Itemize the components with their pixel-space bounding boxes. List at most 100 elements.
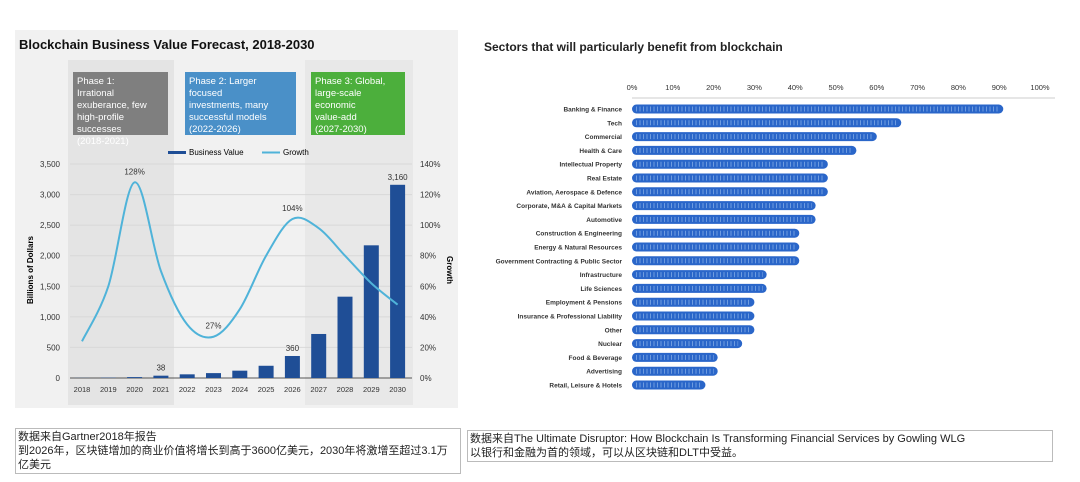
phase-1-label: exuberance, few bbox=[77, 100, 147, 111]
bar-2021 bbox=[153, 375, 169, 378]
bar-2023 bbox=[206, 373, 221, 378]
x-tick-label: 2030 bbox=[389, 385, 406, 394]
x-tick-label: 60% bbox=[869, 83, 884, 92]
x-tick-label: 10% bbox=[665, 83, 680, 92]
x-tick-label: 0% bbox=[627, 83, 638, 92]
x-tick-label: 100% bbox=[1030, 83, 1050, 92]
bar-2028 bbox=[337, 296, 353, 378]
x-tick-label: 2026 bbox=[284, 385, 301, 394]
phase-1-label: successes bbox=[77, 124, 122, 135]
phase-1-label: high-profile bbox=[77, 112, 124, 123]
category-label: Food & Beverage bbox=[569, 355, 623, 362]
x-tick-label: 80% bbox=[951, 83, 966, 92]
category-label: Aviation, Aerospace & Defence bbox=[526, 189, 622, 196]
category-label: Employment & Pensions bbox=[546, 300, 623, 307]
bar-nuclear bbox=[632, 339, 743, 349]
category-label: Health & Care bbox=[579, 148, 622, 155]
phase-box-3 bbox=[311, 72, 405, 135]
y-tick-label: 1,500 bbox=[40, 282, 61, 291]
data-label: 38 bbox=[156, 364, 165, 373]
legend-label: Growth bbox=[283, 148, 309, 157]
bar-2024 bbox=[232, 370, 248, 378]
y2-tick-label: 80% bbox=[420, 252, 436, 261]
legend-swatch-business-value bbox=[168, 151, 186, 154]
category-label: Insurance & Professional Liability bbox=[518, 314, 623, 321]
y-tick-label: 2,000 bbox=[40, 252, 61, 261]
left-caption-text: 到2026年，区块链增加的商业价值将增长到高于3600亿美元，2030年将激增至… bbox=[18, 445, 448, 471]
bar-2027 bbox=[311, 333, 327, 378]
x-tick-label: 2025 bbox=[258, 385, 275, 394]
left-caption-source: 数据来自Gartner2018年报告 bbox=[18, 431, 157, 443]
data-label: 128% bbox=[124, 167, 144, 176]
phase-1-label: (2018-2021) bbox=[77, 136, 129, 147]
category-label: Infrastructure bbox=[580, 272, 623, 279]
y-axis-label: Billions of Dollars bbox=[26, 235, 35, 304]
right-caption-source: 数据来自The Ultimate Disruptor: How Blockcha… bbox=[470, 433, 966, 445]
y-tick-label: 0 bbox=[56, 374, 61, 383]
bar-construction-engineering bbox=[632, 228, 800, 238]
y-tick-label: 500 bbox=[47, 343, 61, 352]
phase-3-label: large-scale bbox=[315, 88, 361, 99]
bar-energy-natural-resources bbox=[632, 242, 800, 252]
category-label: Other bbox=[605, 327, 623, 334]
bar-government-contracting-public-sector bbox=[632, 256, 800, 266]
y2-tick-label: 120% bbox=[420, 191, 440, 200]
bar-2030 bbox=[390, 184, 406, 378]
category-label: Banking & Finance bbox=[563, 107, 622, 114]
bar-real-estate bbox=[632, 173, 828, 183]
x-tick-label: 2018 bbox=[74, 385, 91, 394]
y2-tick-label: 20% bbox=[420, 343, 436, 352]
phase-box-1 bbox=[73, 72, 168, 135]
category-label: Life Sciences bbox=[580, 286, 622, 293]
category-label: Intellectual Property bbox=[560, 162, 623, 169]
phase-1-label: Irrational bbox=[77, 88, 114, 99]
x-tick-label: 2019 bbox=[100, 385, 117, 394]
x-tick-label: 2020 bbox=[126, 385, 143, 394]
data-label: 360 bbox=[286, 344, 300, 353]
data-label: 104% bbox=[282, 204, 302, 213]
x-tick-label: 20% bbox=[706, 83, 721, 92]
y2-axis-label: Growth bbox=[445, 256, 454, 284]
x-tick-label: 2022 bbox=[179, 385, 196, 394]
category-label: Tech bbox=[607, 120, 622, 127]
category-label: Construction & Engineering bbox=[536, 231, 622, 238]
phase-box-2 bbox=[185, 72, 296, 135]
phase-3-label: value-add bbox=[315, 112, 357, 123]
bar-2022 bbox=[179, 374, 195, 378]
phase-2-label: focused bbox=[189, 88, 222, 99]
category-label: Automotive bbox=[586, 217, 622, 224]
category-label: Advertising bbox=[586, 369, 622, 376]
right-chart-title: Sectors that will particularly benefit f… bbox=[484, 40, 783, 54]
x-tick-label: 50% bbox=[828, 83, 843, 92]
right-caption: 数据来自The Ultimate Disruptor: How Blockcha… bbox=[467, 430, 1053, 462]
y2-tick-label: 40% bbox=[420, 313, 436, 322]
phase-2-label: investments, many bbox=[189, 100, 268, 111]
x-tick-label: 2024 bbox=[231, 385, 248, 394]
phase-3-label: (2027-2030) bbox=[315, 124, 367, 135]
left-chart-title: Blockchain Business Value Forecast, 2018… bbox=[19, 37, 315, 52]
data-label: 3,160 bbox=[388, 173, 409, 182]
y2-tick-label: 100% bbox=[420, 221, 440, 230]
phase-3-label: Phase 3: Global, bbox=[315, 76, 385, 87]
bar-banking-finance bbox=[632, 104, 1004, 114]
phase-2-label: Phase 2: Larger bbox=[189, 76, 257, 87]
y2-tick-label: 140% bbox=[420, 160, 440, 169]
legend-label: Business Value bbox=[189, 148, 244, 157]
bar-2020 bbox=[127, 377, 143, 378]
phase-3-label: economic bbox=[315, 100, 356, 111]
category-label: Retail, Leisure & Hotels bbox=[549, 383, 622, 390]
x-tick-label: 40% bbox=[788, 83, 803, 92]
x-tick-label: 2021 bbox=[153, 385, 170, 394]
x-tick-label: 2023 bbox=[205, 385, 222, 394]
bar-2029 bbox=[363, 245, 379, 378]
x-tick-label: 2029 bbox=[363, 385, 380, 394]
y-tick-label: 2,500 bbox=[40, 221, 61, 230]
category-label: Nuclear bbox=[598, 341, 622, 348]
bar-2026 bbox=[284, 355, 300, 378]
category-label: Government Contracting & Public Sector bbox=[496, 258, 623, 265]
category-label: Corporate, M&A & Capital Markets bbox=[516, 203, 622, 210]
x-tick-label: 90% bbox=[992, 83, 1007, 92]
bar-aviation-aerospace-defence bbox=[632, 187, 828, 197]
data-label: 27% bbox=[205, 322, 221, 331]
